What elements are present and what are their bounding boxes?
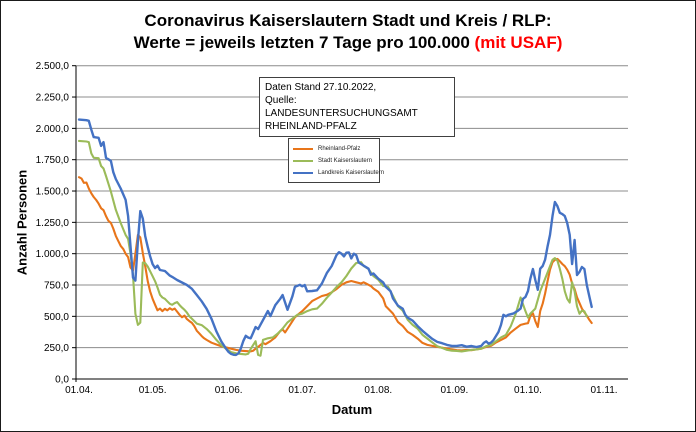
y-axis-title: Anzahl Personen — [14, 169, 30, 276]
series-line-rheinland-pfalz — [77, 176, 593, 353]
y-tick-label: 2.250,0 — [36, 93, 70, 104]
legend-item-rheinland-pfalz: Rheinland-Pfalz — [293, 143, 375, 155]
legend-swatch-green — [293, 160, 313, 162]
x-tick-label: 01.08. — [364, 385, 392, 396]
x-axis-title: Datum — [331, 402, 373, 417]
chart-title-line2-text: Werte = jeweils letzten 7 Tage pro 100.0… — [133, 33, 470, 52]
y-tick-label: 1.750,0 — [36, 155, 70, 166]
legend-label: Stadt Kaiserslautern — [318, 158, 373, 164]
x-tick-label: 01.06. — [215, 385, 243, 396]
y-tick-label: 1.250,0 — [36, 218, 70, 229]
legend-item-stadt-kaiserslautern: Stadt Kaiserslautern — [293, 155, 375, 167]
annotation-line: Daten Stand 27.10.2022, — [265, 82, 377, 93]
legend-label: Landkreis Kaiserslautern — [318, 170, 385, 176]
y-tick-label: 2.500,0 — [36, 61, 70, 72]
x-tick-label: 01.07. — [288, 385, 316, 396]
series-line-landkreis-kaiserslautern — [77, 118, 593, 357]
chart-title-line2: Werte = jeweils letzten 7 Tage pro 100.0… — [1, 32, 695, 54]
legend-swatch-orange — [293, 148, 313, 150]
x-tick-label: 01.09. — [440, 385, 468, 396]
y-tick-label: 1.000,0 — [36, 249, 70, 260]
legend-label: Rheinland-Pfalz — [318, 146, 361, 152]
x-tick-label: 01.11. — [590, 385, 617, 396]
data-source-annotation: Daten Stand 27.10.2022, Quelle: LANDESUN… — [259, 77, 455, 137]
chart-title-line2-highlight: (mit USAF) — [469, 33, 563, 52]
y-tick-label: 250,0 — [44, 343, 69, 354]
annotation-line: Quelle: LANDESUNTERSUCHUNGSAMT — [265, 95, 418, 119]
legend-item-landkreis-kaiserslautern: Landkreis Kaiserslautern — [293, 167, 384, 179]
y-tick-label: 0,0 — [55, 375, 69, 386]
y-tick-label: 2.000,0 — [36, 124, 70, 135]
x-tick-label: 01.04. — [65, 385, 93, 396]
x-tick-label: 01.10. — [514, 385, 542, 396]
chart-title-line1: Coronavirus Kaiserslautern Stadt und Kre… — [144, 11, 552, 30]
y-tick-label: 1.500,0 — [36, 187, 70, 198]
legend-swatch-blue — [293, 172, 313, 174]
y-tick-label: 750,0 — [44, 281, 69, 292]
x-tick-label: 01.05. — [139, 385, 167, 396]
y-tick-label: 500,0 — [44, 312, 69, 323]
legend: Rheinland-Pfalz Stadt Kaiserslautern Lan… — [288, 138, 384, 183]
series-line-stadt-kaiserslautern — [77, 139, 588, 357]
annotation-line: RHEINLAND-PFALZ — [265, 121, 357, 132]
chart-title: Coronavirus Kaiserslautern Stadt und Kre… — [1, 10, 695, 54]
